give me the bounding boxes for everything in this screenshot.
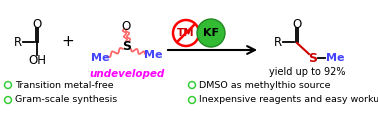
Text: R: R [14, 35, 22, 49]
Text: Inexpensive reagents and easy workup: Inexpensive reagents and easy workup [199, 95, 378, 105]
Text: Me: Me [91, 53, 109, 63]
Text: Gram-scale synthesis: Gram-scale synthesis [15, 95, 117, 105]
Circle shape [6, 83, 10, 87]
Text: O: O [292, 18, 302, 30]
Text: R: R [274, 35, 282, 49]
Circle shape [197, 19, 225, 47]
Text: TM: TM [177, 28, 195, 38]
Circle shape [5, 82, 11, 88]
Text: +: + [62, 34, 74, 49]
Circle shape [189, 82, 195, 88]
Circle shape [6, 98, 10, 102]
Text: DMSO as methylthio source: DMSO as methylthio source [199, 80, 330, 90]
Text: undeveloped: undeveloped [89, 69, 165, 79]
Text: Me: Me [326, 53, 344, 63]
Text: Transition metal-free: Transition metal-free [15, 80, 114, 90]
Text: Me: Me [144, 50, 162, 60]
Text: OH: OH [28, 54, 46, 68]
Text: yield up to 92%: yield up to 92% [269, 67, 345, 77]
Text: S: S [308, 52, 318, 64]
Text: KF: KF [203, 28, 219, 38]
Circle shape [190, 83, 194, 87]
Circle shape [189, 97, 195, 103]
Circle shape [190, 98, 194, 102]
Circle shape [5, 97, 11, 103]
Text: S: S [122, 39, 132, 53]
Text: O: O [33, 19, 42, 31]
Text: O: O [121, 19, 131, 33]
